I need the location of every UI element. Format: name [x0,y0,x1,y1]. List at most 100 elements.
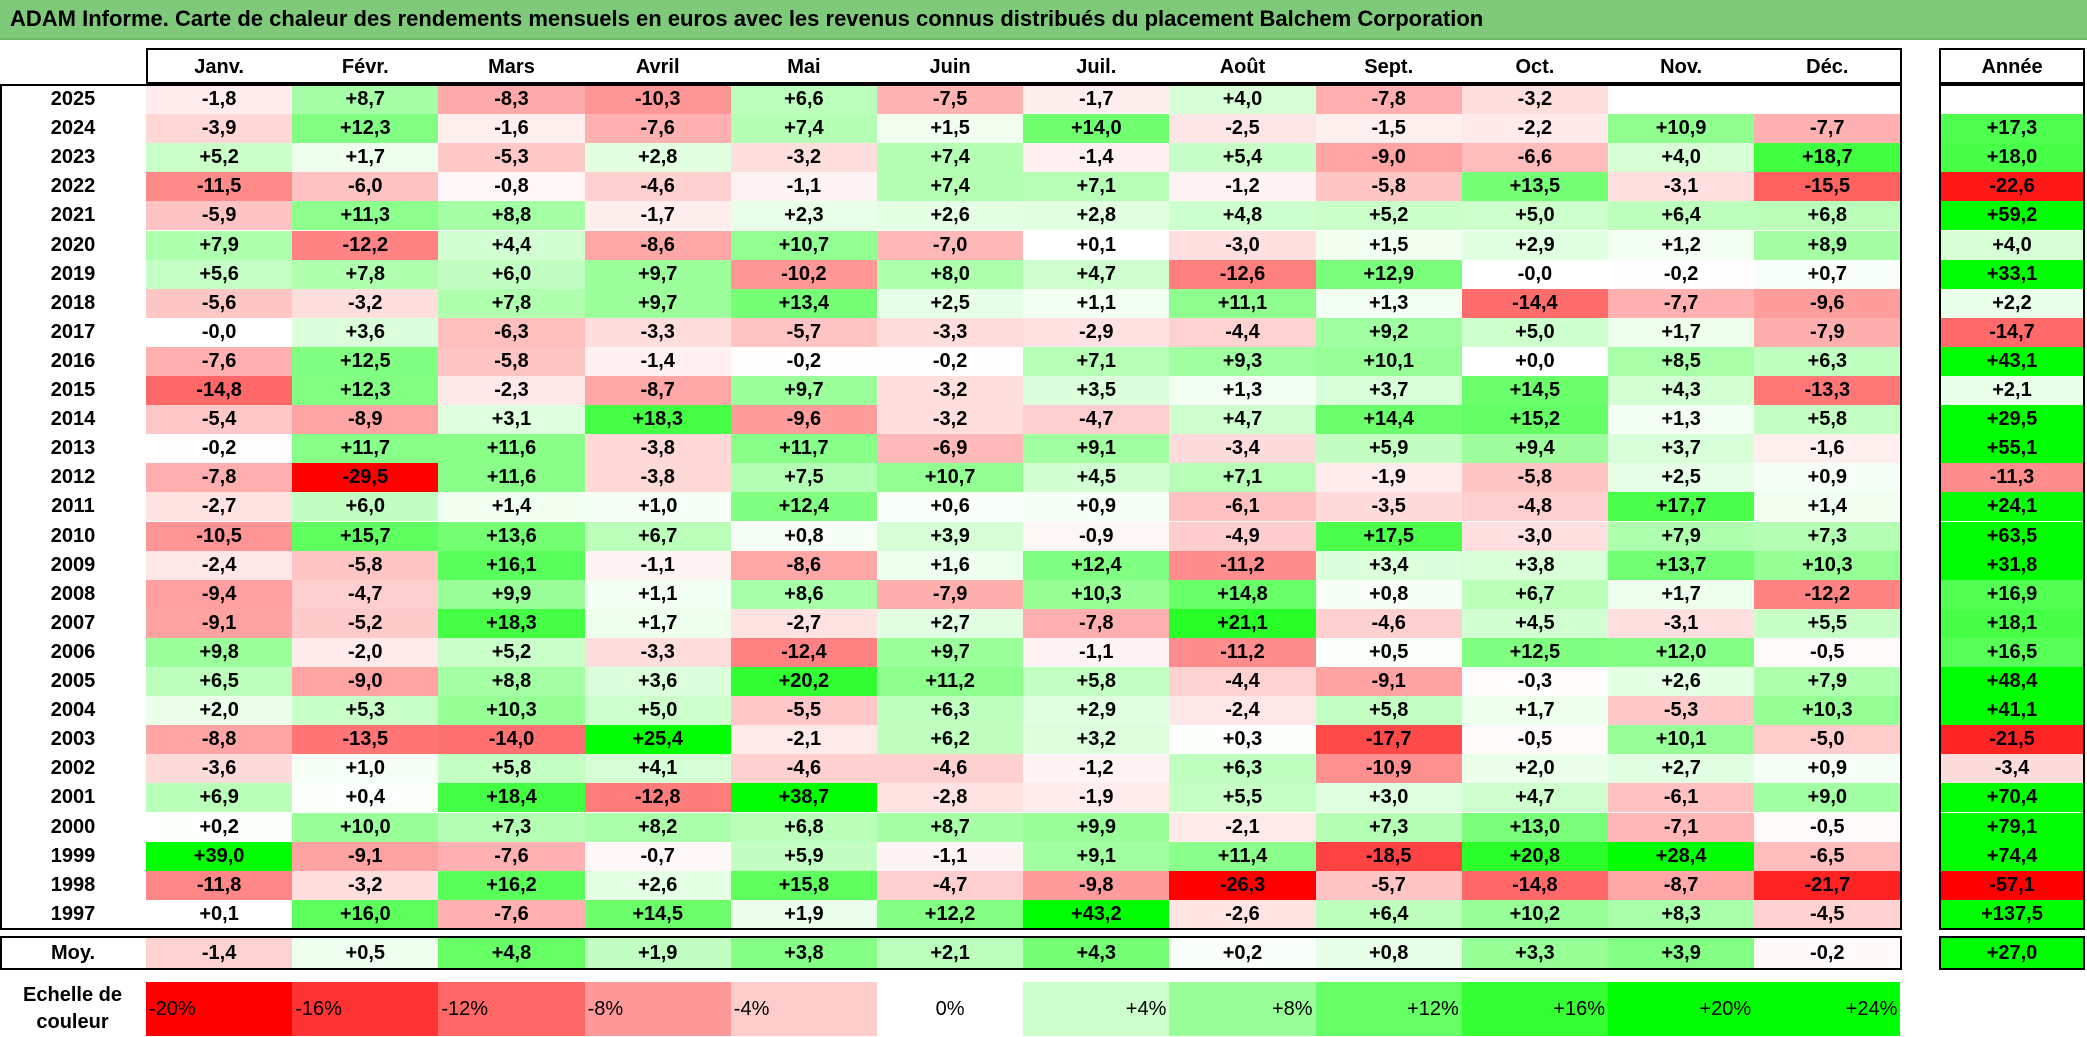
heatmap-cell: +3,6 [584,667,731,697]
heatmap-cell: +5,9 [730,841,877,871]
heatmap-cell: -1,2 [1169,172,1316,202]
heatmap-cell: -1,7 [584,201,731,231]
heatmap-cell: -2,6 [1169,899,1316,929]
year-label: 2022 [50,175,96,198]
heatmap-cell: +4,5 [1023,463,1170,493]
heatmap-cell: +10,3 [1754,550,1901,580]
year-label: 2020 [50,233,96,256]
heatmap-cell: +3,9 [877,521,1024,551]
average-cell: +2,1 [877,936,1024,970]
heatmap-cell: +6,4 [1315,899,1462,929]
heatmap-cell: +6,7 [584,521,731,551]
heatmap-cell: +6,9 [146,783,293,813]
heatmap-cell: -0,5 [1461,725,1608,755]
heatmap-cell: -14,0 [438,725,585,755]
heatmap-cell: +9,7 [584,259,731,289]
heatmap-cell: +38,7 [730,783,877,813]
heatmap-cell: -4,8 [1461,492,1608,522]
heatmap-cell: -3,1 [1608,172,1755,202]
heatmap-cell: -9,0 [292,667,439,697]
scale-swatch: +16% [1461,982,1608,1036]
heatmap-cell: +17,7 [1608,492,1755,522]
heatmap-cell: -5,8 [1461,463,1608,493]
annual-cell: +137,5 [1939,899,2085,929]
heatmap-cell: +14,8 [1169,579,1316,609]
heatmap-cell: -7,9 [1754,317,1901,347]
heatmap-cell: +7,9 [146,230,293,260]
heatmap-cell: -0,5 [1754,812,1901,842]
heatmap-cell: -1,7 [1023,85,1170,115]
heatmap-cell: -6,1 [1608,783,1755,813]
heatmap-cell: +7,4 [877,172,1024,202]
heatmap-cell: +1,7 [1461,696,1608,726]
year-label: 2010 [50,524,96,547]
year-label: 2004 [50,699,96,722]
heatmap-cell: +8,0 [877,259,1024,289]
heatmap-cell: +2,7 [877,608,1024,638]
annual-cell: +18,0 [1939,143,2085,173]
heatmap-cell [1754,85,1901,115]
average-cell: -0,2 [1754,936,1901,970]
heatmap-cell: -8,7 [1608,870,1755,900]
heatmap-cell: -8,3 [438,85,585,115]
heatmap-cell: +0,3 [1169,725,1316,755]
heatmap-cell: +16,1 [438,550,585,580]
heatmap-cell: +1,0 [584,492,731,522]
annual-cell: -3,4 [1939,754,2085,784]
heatmap-cell: +10,3 [1754,696,1901,726]
heatmap-cell: +6,4 [1608,201,1755,231]
heatmap-cell: -0,2 [730,346,877,376]
heatmap-cell: +12,9 [1315,259,1462,289]
heatmap-cell: +11,3 [292,201,439,231]
annual-cell: +48,4 [1939,667,2085,697]
heatmap-cell: +18,7 [1754,143,1901,173]
heatmap-cell: +2,0 [146,696,293,726]
month-header: Mars [488,55,535,78]
heatmap-cell: -9,1 [1315,667,1462,697]
heatmap-cell: +25,4 [584,725,731,755]
heatmap-cell: -6,1 [1169,492,1316,522]
heatmap-cell: -4,6 [1315,608,1462,638]
heatmap-cell: +39,0 [146,841,293,871]
heatmap-cell: +13,5 [1461,172,1608,202]
heatmap-cell: +12,3 [292,376,439,406]
average-cell: +4,3 [1023,936,1170,970]
scale-swatch: -12% [438,982,585,1036]
heatmap-cell: +0,4 [292,783,439,813]
heatmap-cell: -7,7 [1754,114,1901,144]
heatmap-cell: -12,2 [292,230,439,260]
heatmap-cell: -0,9 [1023,521,1170,551]
heatmap-cell: -14,8 [146,376,293,406]
heatmap-cell: +7,3 [1315,812,1462,842]
heatmap-cell: -0,2 [877,346,1024,376]
heatmap-cell: -3,0 [1461,521,1608,551]
heatmap-cell: -0,0 [1461,259,1608,289]
heatmap-cell: +9,8 [146,637,293,667]
heatmap-cell: -5,9 [146,201,293,231]
heatmap-cell: -0,0 [146,317,293,347]
heatmap-cell: +1,4 [1754,492,1901,522]
heatmap-cell: +2,9 [1461,230,1608,260]
heatmap-cell: +1,0 [292,754,439,784]
heatmap-cell: -1,1 [877,841,1024,871]
average-cell: -1,4 [146,936,293,970]
heatmap-cell: +0,1 [1023,230,1170,260]
heatmap-cell: +10,7 [730,230,877,260]
heatmap-cell: -4,5 [1754,899,1901,929]
month-header: Janv. [194,55,244,78]
annual-cell: +70,4 [1939,783,2085,813]
month-header: Juin [929,55,971,78]
heatmap-cell: +2,8 [1023,201,1170,231]
heatmap-cell: +4,7 [1169,405,1316,435]
year-label: 2005 [50,670,96,693]
heatmap-cell: +2,8 [584,143,731,173]
heatmap-cell: +11,6 [438,463,585,493]
heatmap-cell: +2,7 [1608,754,1755,784]
heatmap-cell: +2,6 [877,201,1024,231]
heatmap-cell: -14,4 [1461,288,1608,318]
heatmap-cell: +6,8 [1754,201,1901,231]
heatmap-cell: -4,4 [1169,317,1316,347]
heatmap-cell: -15,5 [1754,172,1901,202]
heatmap-cell: -7,5 [877,85,1024,115]
